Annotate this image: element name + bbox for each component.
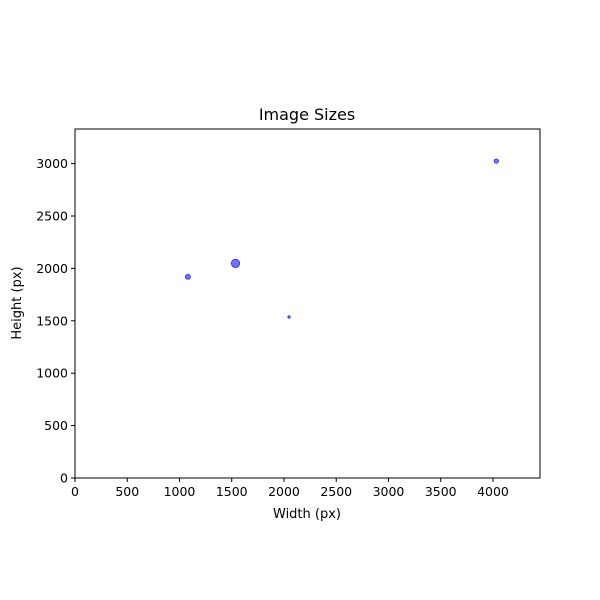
y-tick-label: 500 — [44, 418, 68, 433]
x-tick-label: 2500 — [320, 484, 352, 499]
y-tick-label: 1000 — [36, 366, 68, 381]
y-tick-label: 1500 — [36, 313, 68, 328]
y-tick-label: 2500 — [36, 208, 68, 223]
x-tick-label: 3000 — [373, 484, 405, 499]
plot-area: 0 500 1000 1500 2000 2500 3000 3500 4000 0 500 1000… — [36, 156, 509, 499]
x-tick-label: 1500 — [216, 484, 248, 499]
x-axis-label: Width (px) — [273, 507, 341, 522]
y-axis-label: Height (px) — [10, 266, 25, 339]
plot-frame — [74, 128, 541, 479]
y-tick-label: 0 — [60, 471, 68, 486]
scatter-point — [287, 315, 291, 319]
y-tick-label: 2000 — [36, 261, 68, 276]
x-tick-label: 2000 — [268, 484, 300, 499]
x-tick-label: 3500 — [425, 484, 457, 499]
x-tick-label: 1000 — [164, 484, 196, 499]
x-tick-label: 4000 — [477, 484, 509, 499]
scatter-point — [493, 158, 499, 164]
scatter-point — [184, 273, 191, 280]
chart-title: Image Sizes — [259, 105, 355, 124]
x-tick-label: 500 — [115, 484, 139, 499]
y-tick-label: 3000 — [36, 156, 68, 171]
scatter-point — [230, 258, 241, 268]
x-tick-label: 0 — [71, 484, 79, 499]
